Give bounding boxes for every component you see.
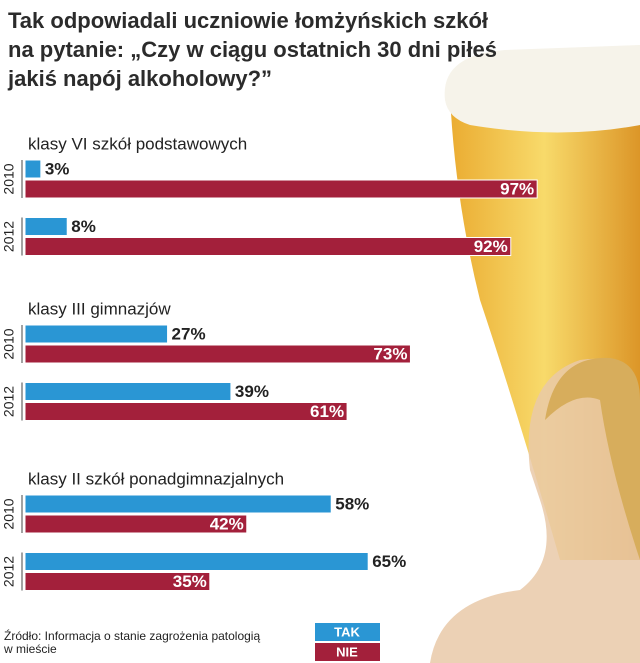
chart-title: jakiś napój alkoholowy?” [7,66,272,91]
year-label: 2010 [1,163,17,194]
legend-label: TAK [334,624,360,639]
beer-foam [444,45,640,133]
chart-title: na pytanie: „Czy w ciągu ostatnich 30 dn… [8,37,497,62]
year-label: 2010 [1,498,17,529]
year-label: 2012 [1,556,17,587]
girl-hair [545,357,640,560]
source: Źródło: Informacja o stanie zagrożenia p… [4,628,260,643]
bar [24,494,332,514]
value-label: 27% [172,324,206,343]
bar [24,514,248,534]
bar [24,217,68,236]
legend-swatch [315,643,380,661]
bar [24,572,211,591]
value-label: 42% [210,514,244,533]
bar [24,324,169,344]
legend-label: NIE [336,644,358,659]
bar [24,179,538,199]
value-label: 73% [373,344,407,363]
bar [24,382,232,401]
value-label: 97% [500,179,534,198]
value-label: 65% [372,552,406,571]
bar [24,344,411,364]
bar [24,237,512,256]
chart-title: Tak odpowiadali uczniowie łomżyńskich sz… [8,8,488,33]
value-label: 8% [71,217,96,236]
value-label: 35% [173,572,207,591]
value-label: 92% [474,237,508,256]
legend-swatch [315,623,380,641]
group-label: klasy VI szkół podstawowych [28,134,247,153]
year-label: 2010 [1,328,17,359]
bar [24,402,348,421]
year-label: 2012 [1,386,17,417]
value-label: 61% [310,402,344,421]
girl [430,358,640,663]
value-label: 58% [335,494,369,513]
year-label: 2012 [1,221,17,252]
group-label: klasy III gimnazjów [28,299,171,318]
source: w mieście [3,642,57,656]
value-label: 39% [235,382,269,401]
group-label: klasy II szkół ponadgimnazjalnych [28,469,284,488]
value-label: 3% [45,159,70,178]
bar [24,552,369,571]
bar [24,159,42,179]
